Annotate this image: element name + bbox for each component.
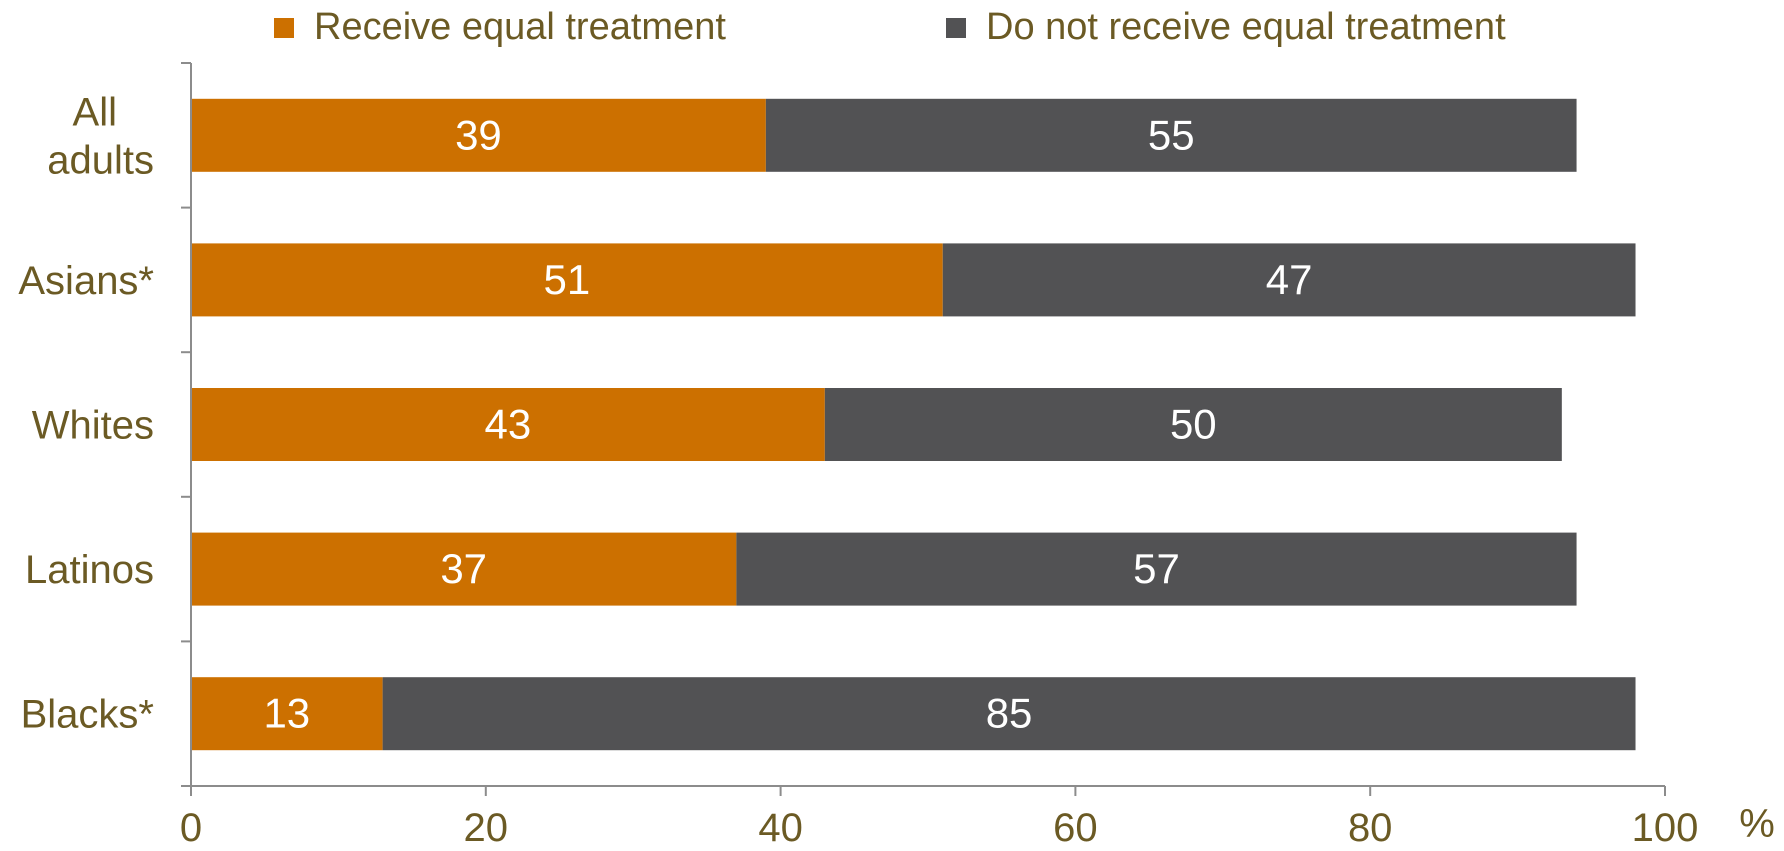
legend-item-receive: Receive equal treatment (274, 6, 726, 49)
legend-label-do-not-receive: Do not receive equal treatment (986, 6, 1506, 48)
x-tick-label-80: 80 (1348, 806, 1393, 850)
bar-receive-equal-treatment-all-adults (191, 98, 766, 172)
category-label-all-adults: All adults (47, 90, 154, 182)
data-label-receive-equal-treatment-asians: 51 (544, 256, 591, 303)
x-tick-label-20: 20 (464, 806, 509, 850)
data-label-do-not-receive-equal-treatment-asians: 47 (1266, 256, 1313, 303)
bar-receive-equal-treatment-blacks (191, 677, 383, 751)
data-label-receive-equal-treatment-all-adults: 39 (455, 111, 502, 158)
bar-do-not-receive-equal-treatment-all-adults (765, 98, 1577, 172)
legend-label-receive: Receive equal treatment (314, 6, 726, 48)
bar-receive-equal-treatment-whites (191, 388, 825, 461)
category-label-asians: Asians* (18, 259, 154, 303)
category-label-blacks: Blacks* (21, 693, 154, 737)
x-tick-label-0: 0 (180, 806, 202, 850)
data-label-do-not-receive-equal-treatment-blacks: 85 (986, 690, 1033, 737)
x-tick-label-100: 100 (1632, 806, 1699, 850)
data-label-do-not-receive-equal-treatment-latinos: 57 (1133, 545, 1180, 592)
data-label-do-not-receive-equal-treatment-all-adults: 55 (1148, 111, 1195, 158)
x-axis-unit-label: % (1739, 802, 1775, 846)
data-label-receive-equal-treatment-blacks: 13 (263, 690, 310, 737)
data-label-receive-equal-treatment-latinos: 37 (440, 545, 487, 592)
legend-item-do-not-receive: Do not receive equal treatment (946, 6, 1506, 49)
bar-receive-equal-treatment-latinos (191, 532, 737, 606)
bar-do-not-receive-equal-treatment-blacks (382, 677, 1636, 751)
x-tick-label-40: 40 (758, 806, 803, 850)
data-label-receive-equal-treatment-whites: 43 (485, 401, 532, 448)
x-tick-label-60: 60 (1053, 806, 1098, 850)
bar-do-not-receive-equal-treatment-latinos (736, 532, 1577, 606)
legend-swatch-do-not-receive (946, 17, 966, 38)
category-label-whites: Whites (32, 404, 154, 448)
legend-swatch-receive (274, 17, 294, 38)
bar-receive-equal-treatment-asians (191, 243, 943, 317)
data-label-do-not-receive-equal-treatment-whites: 50 (1170, 401, 1217, 448)
legend: Receive equal treatment Do not receive e… (0, 6, 1784, 50)
category-label-latinos: Latinos (25, 548, 154, 592)
bar-do-not-receive-equal-treatment-whites (824, 388, 1562, 461)
bar-do-not-receive-equal-treatment-asians (942, 243, 1636, 317)
